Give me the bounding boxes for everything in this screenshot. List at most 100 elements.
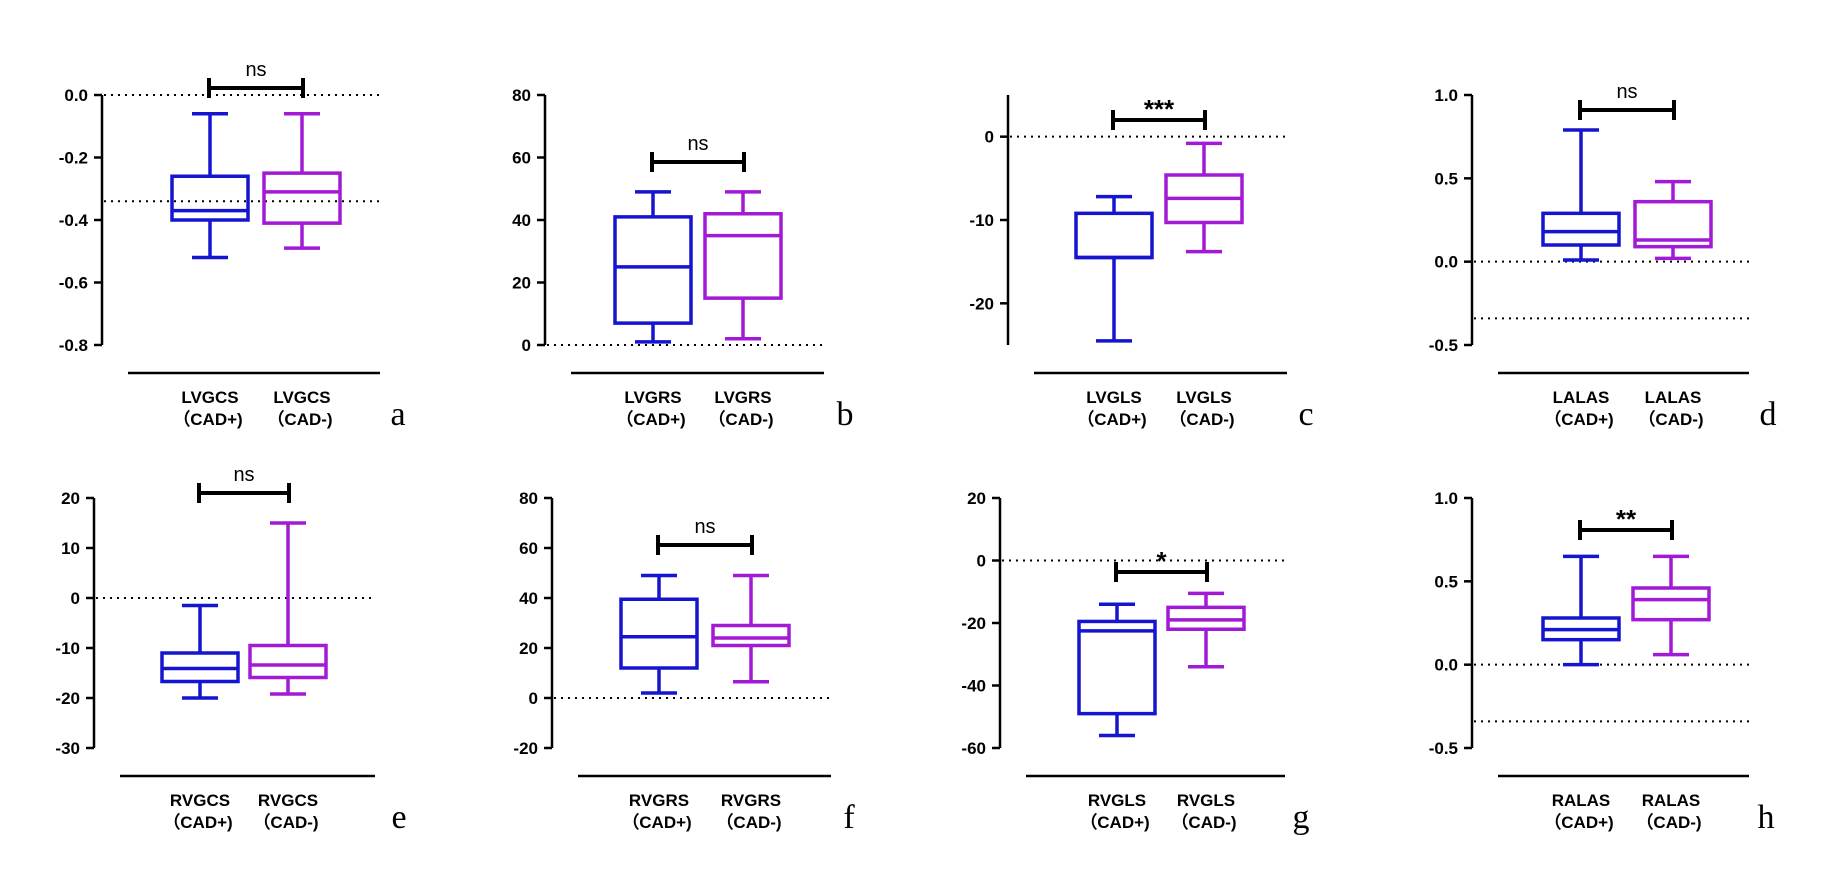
y-tick-label: -0.6 [59,274,88,293]
y-tick-label: 0.0 [1434,656,1458,675]
y-tick-label: -20 [55,689,80,708]
iqr-box [1077,619,1157,716]
panel-letter: g [1293,799,1310,836]
y-tick-label: -0.8 [59,336,88,355]
box-cad-pos [160,603,240,700]
panel-g: 20 0 -20 -40 -60 RVGLS （CAD+) RVGLS （CAD-) * g [961,489,1309,836]
y-tick-label: 0 [529,689,538,708]
y-tick-label: 1.0 [1434,86,1458,105]
category-sublabel: （CAD+) [1077,409,1146,429]
category-label: LALAS [1645,388,1702,407]
panel-a: 0.0 -0.2 -0.4 -0.6 -0.8 LVGCS （CAD+) LVGCS （CAD-… [59,59,406,433]
significance-label: ns [687,133,708,155]
y-tick-label: 60 [519,539,538,558]
significance-label: *** [1144,94,1175,124]
category-sublabel: （CAD-) [708,409,773,429]
category-label: RVGLS [1088,791,1146,810]
iqr-box [1631,586,1711,622]
y-tick-label: 0.5 [1434,572,1458,591]
y-tick-label: 0 [71,589,80,608]
iqr-box [170,174,250,222]
box-cad-neg [1633,179,1713,261]
y-tick-label: 0.0 [64,86,88,105]
significance-label: ns [245,59,266,81]
panel-letter: d [1760,396,1777,433]
box-cad-neg [248,521,328,696]
box-cad-pos [1541,128,1621,262]
category-sublabel: （CAD+) [1080,812,1149,832]
y-tick-label: -0.2 [59,149,88,168]
box-cad-neg [703,190,783,341]
y-tick-label: -10 [969,211,994,230]
y-tick-label: -30 [55,739,80,758]
category-label: LVGRS [714,388,771,407]
box-cad-neg [1166,591,1246,669]
category-label: RALAS [1552,791,1611,810]
category-label: RVGRS [721,791,781,810]
panel-h: 1.0 0.5 0.0 -0.5 RALAS （CAD+) RALAS （CAD-) ** h [1429,489,1775,836]
panel-letter: h [1758,799,1775,836]
category-sublabel: （CAD+) [1544,812,1613,832]
y-tick-label: -20 [513,739,538,758]
significance-label: ns [233,464,254,486]
category-sublabel: （CAD+) [616,409,685,429]
category-sublabel: （CAD-) [1171,812,1236,832]
panel-f: 80 60 40 20 0 -20 RVGRS （CAD+) RVGRS （CAD-) ns f [513,489,855,836]
category-sublabel: （CAD-) [1636,812,1701,832]
category-label: LVGLS [1086,388,1141,407]
panel-d: 1.0 0.5 0.0 -0.5 LALAS （CAD+) LALAS （CAD-) ns d [1429,81,1777,433]
y-tick-label: 0.0 [1434,253,1458,272]
iqr-box [619,597,699,670]
iqr-box [1541,211,1621,247]
category-sublabel: （CAD-) [1169,409,1234,429]
y-tick-label: 0 [985,128,994,147]
category-sublabel: （CAD-) [716,812,781,832]
iqr-box [711,623,791,648]
panel-letter: b [837,396,854,433]
y-tick-label: -20 [961,614,986,633]
iqr-box [1074,211,1154,260]
panel-letter: c [1298,396,1313,433]
y-tick-label: -40 [961,677,986,696]
category-sublabel: （CAD+) [173,409,242,429]
box-cad-neg [1631,554,1711,657]
category-sublabel: （CAD+) [622,812,691,832]
panel-e: 20 10 0 -10 -20 -30 RVGCS （CAD+) RVGCS （CAD-) ns e [55,464,406,836]
panel-b: 80 60 40 20 0 LVGRS （CAD+) LVGRS （CAD-) ns b [512,86,853,433]
y-tick-label: -60 [961,739,986,758]
y-tick-label: 60 [512,149,531,168]
y-tick-label: -0.5 [1429,739,1458,758]
y-tick-label: 0.5 [1434,169,1458,188]
box-cad-pos [1077,602,1157,738]
y-tick-label: 20 [519,639,538,658]
iqr-box [262,171,342,225]
category-sublabel: （CAD+) [1544,409,1613,429]
category-sublabel: （CAD-) [1638,409,1703,429]
category-label: RALAS [1642,791,1701,810]
panel-c: 0 -10 -20 LVGLS （CAD+) LVGLS （CAD-) *** c [969,94,1313,433]
y-tick-label: -20 [969,294,994,313]
y-tick-label: 20 [967,489,986,508]
significance-label: * [1156,546,1167,576]
y-tick-label: 40 [519,589,538,608]
significance-label: ns [694,516,715,538]
box-cad-neg [1164,141,1244,254]
category-label: RVGLS [1177,791,1235,810]
y-tick-label: 40 [512,211,531,230]
category-label: LVGRS [624,388,681,407]
y-tick-label: 80 [519,489,538,508]
box-cad-pos [1541,554,1621,667]
box-cad-pos [619,573,699,695]
y-tick-label: 1.0 [1434,489,1458,508]
category-label: LALAS [1553,388,1610,407]
category-label: RVGCS [258,791,318,810]
box-cad-pos [1074,194,1154,343]
y-tick-label: 20 [512,274,531,293]
box-cad-pos [613,190,693,344]
significance-label: ns [1616,81,1637,103]
iqr-box [703,212,783,300]
panel-letter: f [843,799,855,836]
box-cad-neg [711,573,791,684]
iqr-box [613,215,693,325]
